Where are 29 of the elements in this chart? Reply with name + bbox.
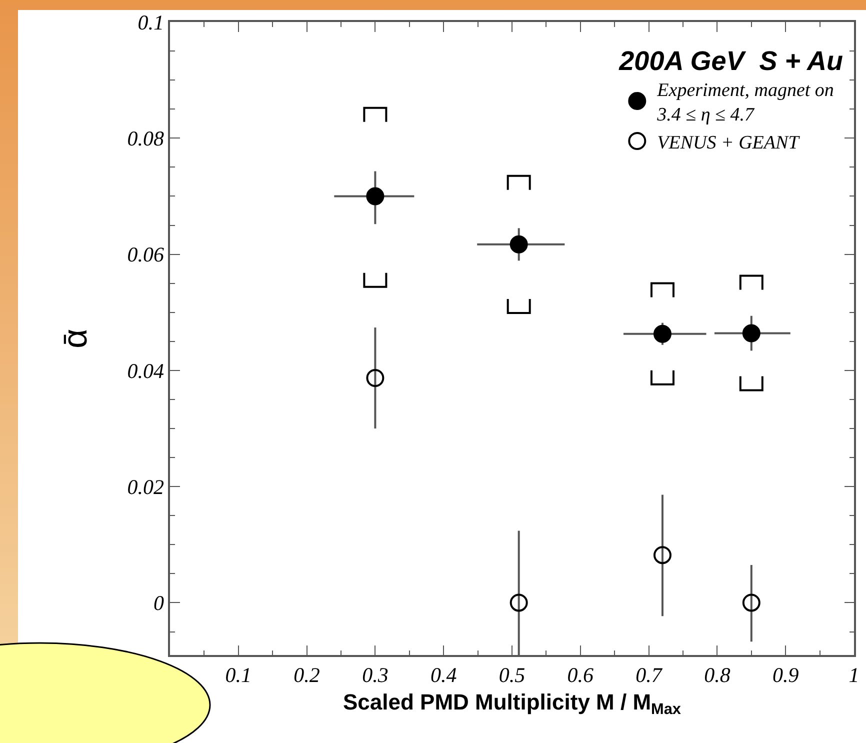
x-tick-label: 0.9 — [772, 662, 800, 687]
point — [742, 594, 760, 612]
legend-label: Experiment, magnet on 3.4 ≤ η ≤ 4.7 — [656, 80, 834, 126]
x-axis-title: Scaled PMD Multiplicity M / M$_{Max}$ — [343, 689, 682, 718]
x-tick-label: 0.3 — [362, 662, 388, 687]
point — [510, 594, 528, 612]
y-tick-label: 0 — [154, 591, 165, 616]
x-tick-label: 0.5 — [498, 662, 526, 687]
y-tick-label: 0.02 — [127, 474, 165, 499]
x-tick-label: 1 — [848, 662, 860, 687]
x-tick-label: 0.1 — [225, 662, 252, 687]
y-axis-title: ᾱ — [56, 328, 94, 348]
x-tick-label: 0.7 — [636, 662, 664, 687]
y-tick-label: 0.04 — [127, 358, 165, 383]
y-tick-label: 0.1 — [138, 10, 164, 34]
legend-title: 200A GeV S + Au — [618, 46, 844, 76]
x-tick-label: 0.2 — [294, 662, 320, 687]
x-tick-label: 0.4 — [430, 662, 458, 687]
point — [653, 546, 672, 564]
y-tick-label: 0.06 — [127, 242, 165, 267]
point — [366, 187, 384, 206]
y-tick-label: 0.08 — [127, 126, 165, 150]
point — [653, 324, 672, 343]
legend-label: VENUS + GEANT — [657, 132, 800, 154]
x-tick-label: 0.6 — [567, 662, 594, 687]
point — [366, 368, 384, 387]
point — [510, 235, 528, 254]
x-tick-label: 0.8 — [704, 662, 731, 687]
point — [742, 324, 760, 342]
